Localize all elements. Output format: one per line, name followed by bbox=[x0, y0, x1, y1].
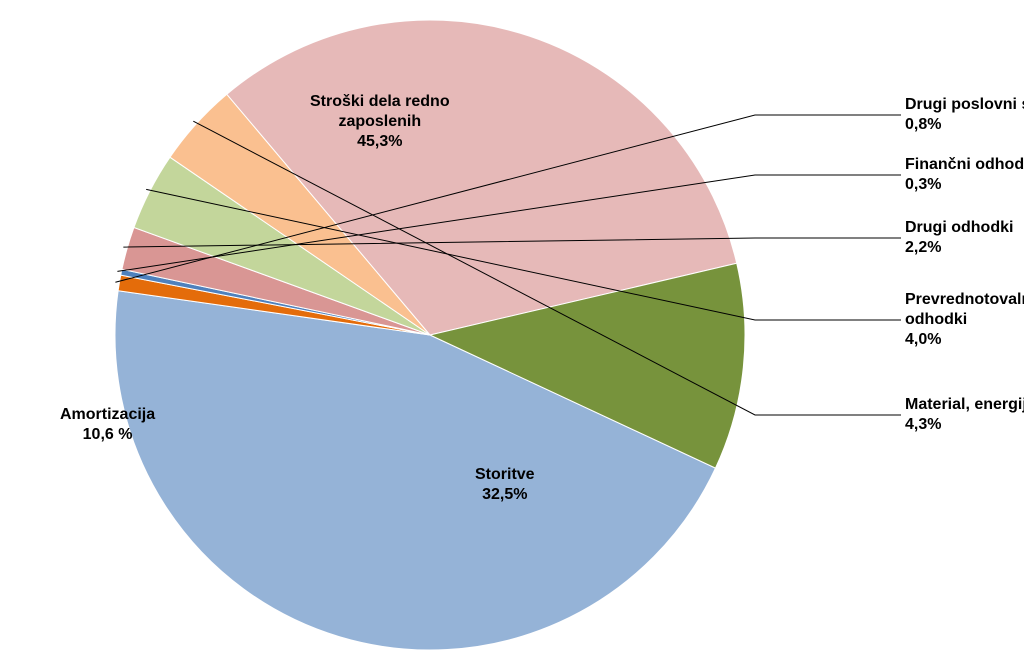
label-prevrednotovalni: Prevrednotovalniodhodki4,0% bbox=[905, 290, 1024, 350]
label-line: Prevrednotovalni bbox=[905, 290, 1024, 310]
pie-chart-container: Stroški dela rednozaposlenih45,3% Drugi p… bbox=[0, 0, 1024, 669]
label-line: 45,3% bbox=[310, 132, 450, 152]
label-material-energija: Material, energija4,3% bbox=[905, 395, 1024, 435]
label-drugi-odhodki: Drugi odhodki2,2% bbox=[905, 218, 1013, 258]
label-line: Stroški dela redno bbox=[310, 92, 450, 112]
label-line: Amortizacija bbox=[60, 405, 155, 425]
label-line: Drugi odhodki bbox=[905, 218, 1013, 238]
label-line: Finančni odhodki bbox=[905, 155, 1024, 175]
label-line: 4,3% bbox=[905, 415, 1024, 435]
label-stroski-dela: Stroški dela rednozaposlenih45,3% bbox=[310, 92, 450, 152]
label-line: Material, energija bbox=[905, 395, 1024, 415]
label-financni-odhodki: Finančni odhodki0,3% bbox=[905, 155, 1024, 195]
label-line: 4,0% bbox=[905, 330, 1024, 350]
label-line: 0,8% bbox=[905, 115, 1024, 135]
label-line: odhodki bbox=[905, 310, 1024, 330]
label-line: 2,2% bbox=[905, 238, 1013, 258]
label-amortizacija: Amortizacija10,6 % bbox=[60, 405, 155, 445]
label-line: 32,5% bbox=[475, 485, 535, 505]
pie-chart-svg bbox=[0, 0, 1024, 669]
label-line: 10,6 % bbox=[60, 425, 155, 445]
label-storitve: Storitve32,5% bbox=[475, 465, 535, 505]
label-line: Storitve bbox=[475, 465, 535, 485]
label-drugi-poslovni: Drugi poslovni stroški0,8% bbox=[905, 95, 1024, 135]
label-line: Drugi poslovni stroški bbox=[905, 95, 1024, 115]
label-line: zaposlenih bbox=[310, 112, 450, 132]
label-line: 0,3% bbox=[905, 175, 1024, 195]
